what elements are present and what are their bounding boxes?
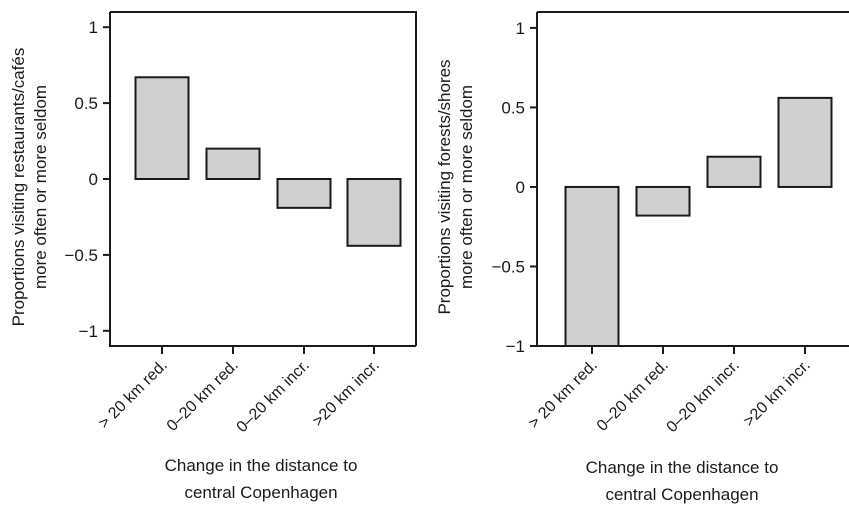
x-tick-label: >20 km incr. (740, 357, 813, 430)
x-axis-title-line1: Change in the distance to (165, 456, 358, 475)
x-axis-title-line2: central Copenhagen (605, 485, 758, 504)
y-tick-label: −1 (506, 337, 525, 356)
y-axis-title-line1: Proportions visiting restaurants/cafés (9, 48, 28, 327)
x-tick-label: >20 km incr. (309, 357, 382, 430)
x-tick-label: > 20 km red. (526, 357, 601, 432)
axis-frame (109, 11, 417, 347)
x-tick-label: 0–20 km red. (594, 357, 672, 435)
y-tick-label: 1 (89, 18, 98, 37)
bar-3 (706, 155, 762, 188)
y-tick-label: 1 (516, 19, 525, 38)
bar-4 (346, 178, 402, 247)
bar-1 (564, 185, 620, 347)
x-axis-title-line2: central Copenhagen (184, 483, 337, 502)
x-axis-title-line1: Change in the distance to (586, 458, 779, 477)
bar-1 (134, 76, 190, 180)
bar-4 (777, 96, 833, 188)
y-tick-label: −1 (79, 322, 98, 341)
y-tick-label: −0.5 (491, 257, 525, 276)
x-tick-label: > 20 km red. (96, 357, 171, 432)
y-axis-title-line1: Proportions visiting forests/shores (435, 59, 454, 314)
x-tick-label: 0–20 km incr. (664, 357, 743, 436)
y-tick-label: 0.5 (74, 94, 98, 113)
bar-2 (205, 147, 261, 181)
y-tick-label: 0 (89, 170, 98, 189)
bar-2 (635, 185, 691, 217)
x-tick-label: 0–20 km red. (164, 357, 242, 435)
y-tick-label: −0.5 (64, 246, 98, 265)
y-axis-title-line2: more often or more seldom (457, 85, 476, 289)
panel-forests: Proportions visiting forests/shores more… (435, 11, 849, 504)
y-axis-title-line2: more often or more seldom (31, 85, 50, 289)
y-tick-label: 0.5 (501, 98, 525, 117)
panel-restaurants: Proportions visiting restaurants/cafés m… (9, 11, 417, 502)
bar-3 (276, 178, 332, 209)
x-tick-label: 0–20 km incr. (234, 357, 313, 436)
y-tick-label: 0 (516, 178, 525, 197)
